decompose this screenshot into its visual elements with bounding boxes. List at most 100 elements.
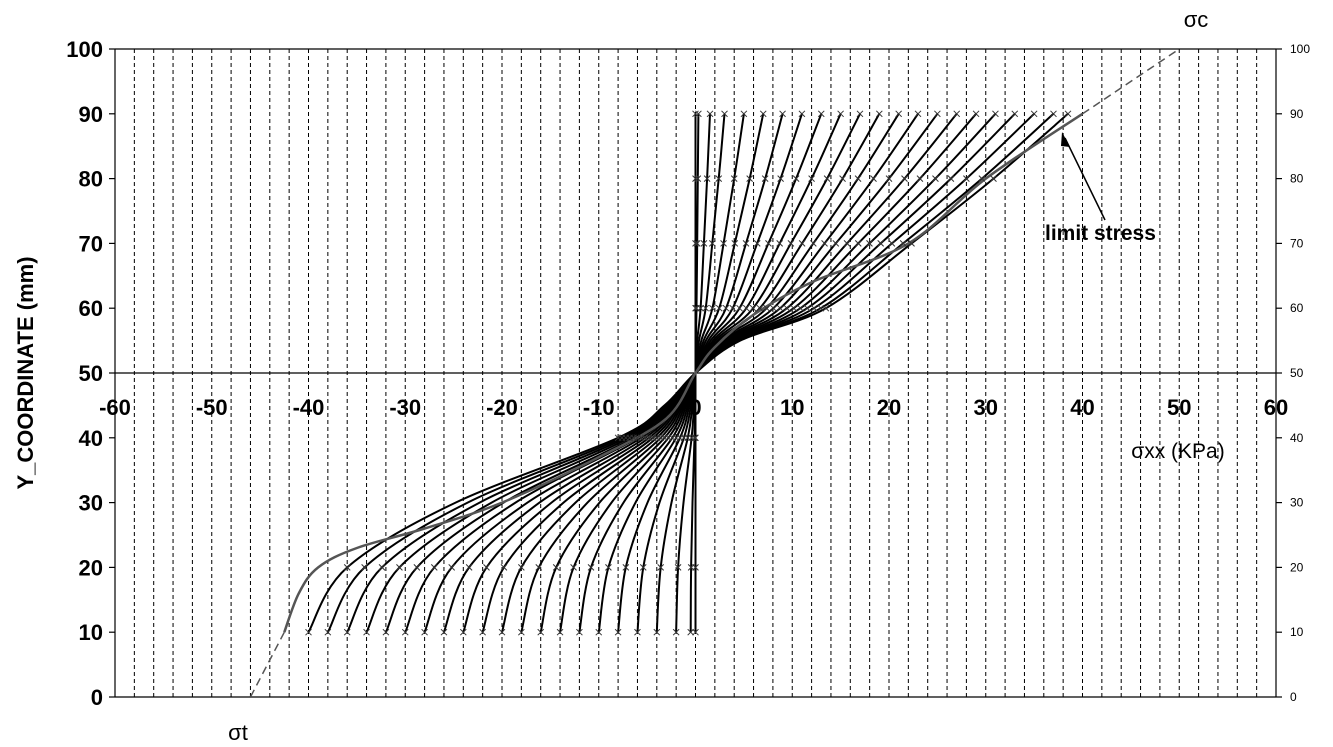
data-point: [730, 175, 738, 182]
data-point-stroke: [378, 564, 386, 571]
data-point: [622, 564, 630, 571]
data-point-stroke: [413, 564, 421, 571]
data-point-stroke: [576, 628, 583, 636]
data-point: [440, 628, 448, 636]
data-point-stroke: [901, 175, 908, 182]
data-point-stroke: [916, 175, 924, 182]
data-point-stroke: [363, 628, 370, 636]
data-point: [305, 628, 312, 636]
data-point: [517, 628, 525, 636]
data-point: [702, 304, 710, 312]
data-point-stroke: [888, 240, 896, 247]
data-point: [947, 175, 955, 182]
data-point: [614, 628, 622, 636]
data-point-stroke: [570, 564, 577, 571]
data-point: [692, 564, 699, 571]
data-point: [756, 304, 764, 312]
data-point-stroke: [749, 304, 757, 312]
data-point-stroke: [692, 434, 699, 442]
data-point: [736, 304, 743, 312]
data-point-stroke: [914, 110, 922, 118]
data-point: [746, 175, 754, 182]
data-point: [605, 564, 612, 571]
data-point: [837, 110, 844, 118]
y-tick-label-right: 90: [1290, 107, 1304, 121]
data-point: [363, 628, 370, 636]
data-point-stroke: [777, 175, 784, 182]
data-point-stroke: [692, 304, 699, 312]
data-point-stroke: [692, 628, 699, 636]
data-point-stroke: [587, 564, 595, 571]
data-point: [790, 304, 798, 312]
data-point-stroke: [556, 628, 564, 636]
data-point-stroke: [753, 240, 761, 247]
y-tick-label-right: 10: [1290, 625, 1304, 639]
data-point-stroke: [1030, 110, 1038, 118]
y-tick-label: 60: [79, 296, 103, 321]
data-point: [877, 240, 885, 247]
data-point: [430, 564, 438, 571]
data-point: [740, 110, 748, 118]
x-tick-label: -40: [293, 395, 325, 420]
data-point-stroke: [695, 110, 702, 118]
data-point: [1011, 110, 1019, 118]
x-tick-label: -30: [389, 395, 421, 420]
data-point-stroke: [934, 110, 941, 118]
data-point-stroke: [709, 304, 716, 312]
data-point-stroke: [479, 628, 487, 636]
data-markers: [305, 110, 1072, 636]
data-point: [810, 304, 818, 312]
data-point: [749, 304, 757, 312]
data-point: [343, 564, 351, 571]
x-tick-label: 50: [1167, 395, 1191, 420]
data-point: [700, 240, 708, 247]
data-point: [692, 434, 699, 442]
data-point-stroke: [674, 564, 682, 571]
data-point: [765, 240, 772, 247]
data-point: [990, 175, 997, 182]
data-point: [693, 240, 701, 247]
data-point: [708, 240, 716, 247]
data-point-stroke: [899, 240, 907, 247]
data-point-stroke: [783, 304, 791, 312]
data-point: [695, 110, 702, 118]
data-point: [378, 564, 386, 571]
data-point: [498, 628, 506, 636]
data-point-stroke: [465, 564, 473, 571]
data-point: [343, 628, 351, 636]
data-point-stroke: [361, 564, 368, 571]
data-point-stroke: [817, 304, 825, 312]
data-point: [1030, 110, 1038, 118]
y-tick-label: 70: [79, 231, 103, 256]
data-point: [459, 628, 467, 636]
y-tick-label: 40: [79, 426, 103, 451]
data-point: [809, 240, 817, 247]
data-point-stroke: [885, 175, 893, 182]
data-point: [839, 175, 846, 182]
data-point-stroke: [687, 628, 695, 636]
data-point-stroke: [708, 240, 716, 247]
data-point-stroke: [653, 628, 661, 636]
data-point-stroke: [517, 628, 525, 636]
data-point: [761, 175, 769, 182]
data-point-stroke: [866, 240, 873, 247]
data-point: [715, 304, 723, 312]
data-point: [817, 110, 825, 118]
data-point-stroke: [1064, 110, 1072, 118]
data-point: [729, 304, 737, 312]
data-point-stroke: [953, 110, 961, 118]
y-tick-label: 30: [79, 491, 103, 516]
data-point: [742, 304, 750, 312]
data-point: [963, 175, 970, 182]
x-tick-label: 60: [1264, 395, 1288, 420]
data-point-stroke: [595, 628, 603, 636]
compression-extension: [1082, 48, 1180, 115]
data-point: [465, 564, 473, 571]
data-point: [692, 240, 699, 247]
data-point: [587, 564, 595, 571]
data-point-stroke: [343, 564, 351, 571]
data-point: [1064, 110, 1072, 118]
data-point-stroke: [324, 628, 332, 636]
data-point-stroke: [703, 175, 711, 182]
x-tick-label: 10: [780, 395, 804, 420]
